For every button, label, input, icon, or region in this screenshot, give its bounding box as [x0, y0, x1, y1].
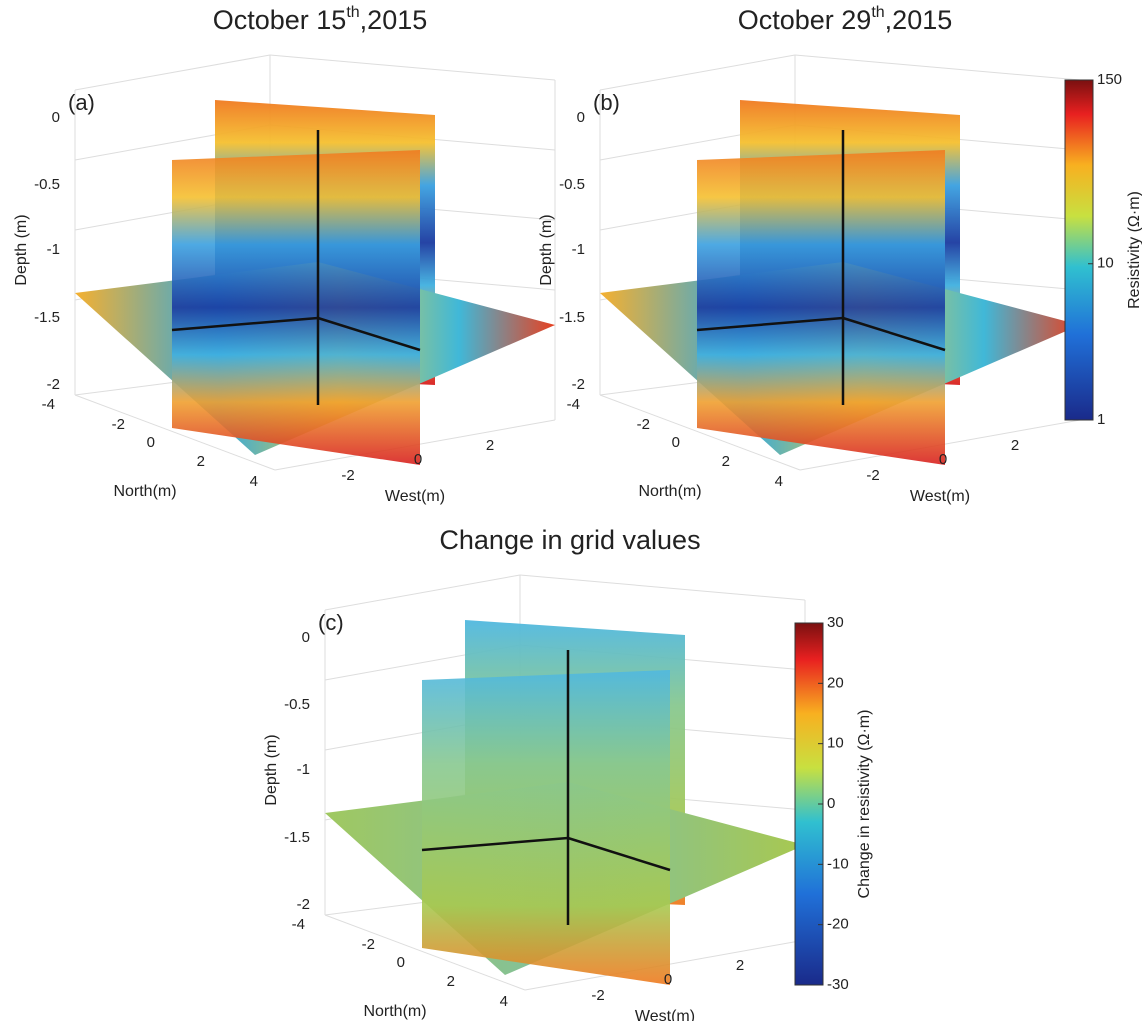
colorbar-label: Change in resistivity (Ω·m) [856, 710, 873, 899]
slice-intersection [317, 316, 421, 352]
panel: October 29th,2015 (b) 0 -0.5 -1 -1.5 -2 Depth (… [538, 4, 1081, 505]
slice-intersection [567, 836, 671, 872]
north-axis-label: North(m) [363, 1003, 426, 1020]
colorbar-tick-label: 0 [827, 795, 835, 812]
box-edge [74, 54, 271, 91]
west-axis-label: West(m) [910, 488, 970, 505]
title-part: Change in grid values [439, 525, 700, 555]
title-part: October 29 [738, 5, 872, 35]
west-tick-label: -2 [341, 467, 354, 484]
west-tick-label: 2 [736, 957, 744, 974]
colorbar: 30 20 10 0 -10 -20 -30 Change in resistivity (Ω… [794, 614, 873, 993]
slice-intersection [842, 316, 946, 352]
box-edge [324, 574, 521, 611]
colorbar-tick-label: 150 [1097, 71, 1122, 88]
colorbar-scale [1064, 79, 1094, 421]
z-tick-label: 0 [577, 109, 585, 126]
colorbar-tick-label: 20 [827, 674, 844, 691]
colorbar-tick-label: 10 [827, 735, 844, 752]
west-tick-label: -2 [866, 467, 879, 484]
front-slice [172, 150, 420, 465]
box-edge [269, 54, 556, 81]
box-edge [599, 54, 796, 91]
z-tick-label: -1 [572, 241, 585, 258]
panel-title: Change in grid values [439, 525, 700, 555]
panel: October 15th,2015 (a) 0 -0.5 -1 -1.5 -2 Depth (… [13, 4, 556, 505]
z-tick-label: 0 [52, 109, 60, 126]
colorbar: 150 10 1 Resistivity (Ω·m) [1064, 71, 1142, 428]
z-tick-label: -0.5 [559, 176, 585, 193]
box-edge [519, 574, 806, 601]
north-tick-label: -4 [292, 916, 305, 933]
box-edge [599, 394, 801, 471]
colorbar-label: Resistivity (Ω·m) [1126, 191, 1142, 309]
box-edge [794, 54, 1081, 81]
north-tick-label: -2 [637, 416, 650, 433]
z-tick-label: -1.5 [34, 309, 60, 326]
front-slice [422, 670, 670, 985]
north-tick-label: 2 [197, 453, 205, 470]
z-tick-label: -2 [572, 376, 585, 393]
north-tick-label: 2 [722, 453, 730, 470]
north-tick-label: 4 [500, 993, 508, 1010]
z-tick-label: 0 [302, 629, 310, 646]
colorbar-tick-label: 30 [827, 614, 844, 631]
north-tick-label: -4 [42, 396, 55, 413]
slice-intersection [171, 316, 319, 332]
z-tick-label: -1.5 [284, 829, 310, 846]
panel-label: (a) [68, 90, 95, 115]
west-tick-label: -2 [591, 987, 604, 1004]
north-tick-label: 0 [147, 434, 155, 451]
panel: Change in grid values (c) 0 -0.5 -1 -1.5 -2 Dep… [263, 525, 806, 1025]
west-tick-label: 0 [939, 451, 947, 468]
title-part: ,2015 [360, 5, 428, 35]
panel-title: October 29th,2015 [738, 4, 953, 35]
north-tick-label: 0 [397, 954, 405, 971]
box-edge [324, 914, 526, 991]
panel-title: October 15th,2015 [213, 4, 428, 35]
north-tick-label: 4 [250, 473, 258, 490]
colorbar-tick-label: -20 [827, 916, 849, 933]
z-tick-label: -1 [297, 761, 310, 778]
slice-intersection [696, 316, 844, 332]
z-axis-label: Depth (m) [263, 734, 280, 805]
z-tick-label: -1 [47, 241, 60, 258]
title-superscript: th [346, 4, 359, 21]
west-tick-label: 2 [486, 437, 494, 454]
north-tick-label: -2 [112, 416, 125, 433]
z-tick-label: -2 [47, 376, 60, 393]
west-tick-label: 0 [414, 451, 422, 468]
west-axis-label: West(m) [635, 1008, 695, 1021]
slice-intersection [421, 836, 569, 852]
north-tick-label: 2 [447, 973, 455, 990]
z-axis-label: Depth (m) [538, 214, 555, 285]
west-tick-label: 2 [1011, 437, 1019, 454]
box-edge [74, 394, 276, 471]
north-tick-label: -4 [567, 396, 580, 413]
colorbar-tick-label: 10 [1097, 255, 1114, 272]
title-superscript: th [871, 4, 884, 21]
west-tick-label: 0 [664, 971, 672, 988]
z-axis-label: Depth (m) [13, 214, 30, 285]
z-tick-label: -2 [297, 896, 310, 913]
z-tick-label: -0.5 [284, 696, 310, 713]
colorbar-tick-label: 1 [1097, 411, 1105, 428]
z-tick-label: -0.5 [34, 176, 60, 193]
front-slice [697, 150, 945, 465]
north-tick-label: 4 [775, 473, 783, 490]
title-part: ,2015 [885, 5, 953, 35]
z-tick-label: -1.5 [559, 309, 585, 326]
west-axis-label: West(m) [385, 488, 445, 505]
panel-label: (b) [593, 90, 620, 115]
north-tick-label: 0 [672, 434, 680, 451]
north-tick-label: -2 [362, 936, 375, 953]
panel-label: (c) [318, 610, 344, 635]
colorbar-tick-label: -30 [827, 976, 849, 993]
colorbar-tick-label: -10 [827, 855, 849, 872]
title-part: October 15 [213, 5, 347, 35]
north-axis-label: North(m) [113, 483, 176, 500]
north-axis-label: North(m) [638, 483, 701, 500]
